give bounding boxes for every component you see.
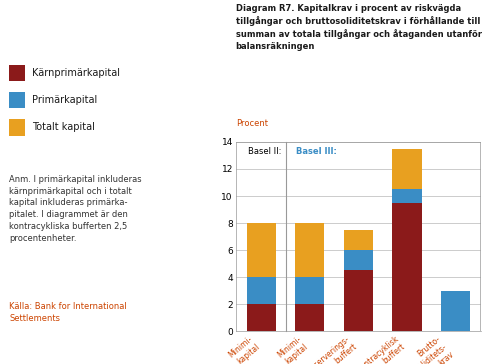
Text: Källa: Bank for International
Settlements: Källa: Bank for International Settlement…: [9, 302, 127, 323]
Bar: [9, 64, 26, 81]
Bar: [247, 304, 276, 331]
Bar: [296, 277, 325, 304]
Text: Anm. I primärkapital inkluderas
kärnprimärkapital och i totalt
kapital inkludera: Anm. I primärkapital inkluderas kärnprim…: [9, 175, 142, 243]
Text: Basel II:: Basel II:: [248, 147, 281, 157]
Bar: [392, 189, 421, 203]
Bar: [344, 270, 373, 331]
Text: Totalt kapital: Totalt kapital: [32, 122, 95, 132]
Bar: [247, 277, 276, 304]
Bar: [392, 203, 421, 331]
Bar: [441, 291, 470, 331]
Text: Diagram R7. Kapitalkrav i procent av riskvägda
tillgångar och bruttosoliditetskr: Diagram R7. Kapitalkrav i procent av ris…: [236, 4, 482, 51]
Bar: [344, 230, 373, 250]
Text: Basel III:: Basel III:: [297, 147, 337, 157]
Bar: [296, 304, 325, 331]
Bar: [344, 250, 373, 270]
Bar: [392, 149, 421, 189]
Bar: [9, 119, 26, 135]
Text: Procent: Procent: [236, 119, 268, 128]
Bar: [247, 223, 276, 277]
Bar: [296, 223, 325, 277]
Text: Primärkapital: Primärkapital: [32, 95, 98, 105]
Text: Kärnprimärkapital: Kärnprimärkapital: [32, 68, 120, 78]
Bar: [9, 92, 26, 108]
